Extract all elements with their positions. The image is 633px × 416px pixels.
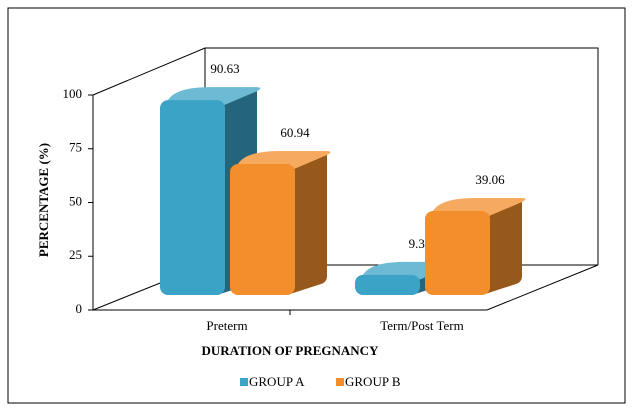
- bar: [425, 211, 490, 295]
- bar: [230, 163, 295, 295]
- back-wall: [92, 47, 599, 265]
- y-tick-label: 25: [69, 247, 82, 262]
- y-axis-label: PERCENTAGE (%): [36, 143, 51, 257]
- bar-side: [482, 198, 522, 295]
- data-label: 60.94: [280, 125, 310, 140]
- y-tick-label: 0: [76, 301, 83, 316]
- y-tick-label: 100: [63, 86, 83, 101]
- legend-label: GROUP B: [345, 374, 401, 389]
- y-tick-label: 75: [69, 140, 82, 155]
- legend-label: GROUP A: [249, 374, 305, 389]
- data-label: 39.06: [475, 172, 505, 187]
- x-tick-label: Preterm: [206, 318, 247, 333]
- legend-swatch: [240, 378, 248, 386]
- legend-swatch: [336, 378, 344, 386]
- x-tick-label: Term/Post Term: [380, 318, 464, 333]
- y-tick-label: 50: [69, 193, 82, 208]
- bar-side: [287, 150, 327, 295]
- data-label: 90.63: [210, 61, 239, 76]
- x-axis-label: DURATION OF PREGNANCY: [202, 343, 380, 358]
- bar: [355, 274, 420, 295]
- bar: [160, 100, 225, 295]
